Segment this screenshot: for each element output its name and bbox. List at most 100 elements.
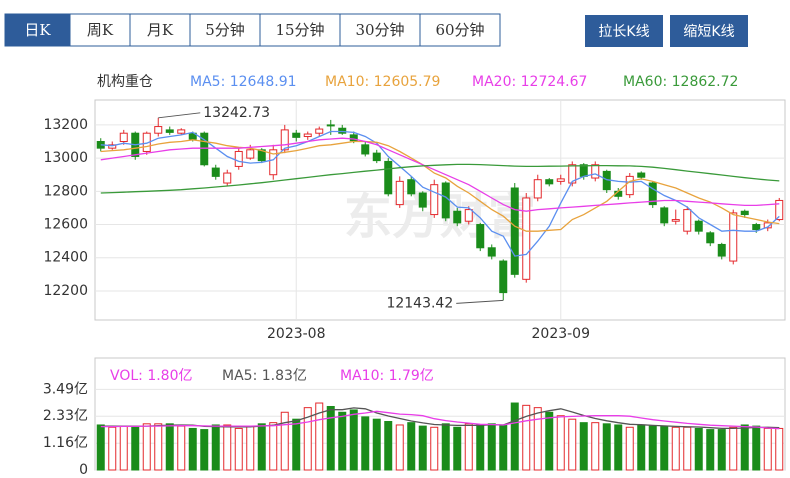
tab[interactable] xyxy=(4,13,71,47)
candle-body xyxy=(407,179,416,195)
volume-bar xyxy=(637,424,646,471)
tab-label[interactable]: 月K xyxy=(147,21,174,39)
volume-bar xyxy=(257,423,266,471)
button-label[interactable]: 拉长K线 xyxy=(598,24,649,40)
tab[interactable] xyxy=(259,13,341,47)
candle-body xyxy=(683,209,692,232)
button-label[interactable]: 缩短K线 xyxy=(683,24,734,40)
volume-bar xyxy=(660,425,669,471)
volume-bar xyxy=(418,425,427,471)
x-tick-label: 2023-09 xyxy=(532,326,591,342)
volume-bar xyxy=(568,418,577,471)
y-tick-label: 12400 xyxy=(43,250,88,266)
tab-label[interactable]: 60分钟 xyxy=(435,21,484,39)
volume-bar xyxy=(338,411,347,471)
y-tick-label: 2.33亿 xyxy=(43,408,88,424)
candle-body xyxy=(384,160,393,195)
legend-entry: MA5: 1.83亿 xyxy=(222,368,307,384)
button[interactable] xyxy=(585,15,663,47)
volume-bar xyxy=(188,427,197,471)
volume-bar xyxy=(556,415,565,471)
candle-body xyxy=(556,178,565,182)
candle-body xyxy=(533,179,542,199)
candle-body xyxy=(246,149,255,159)
volume-bar xyxy=(349,409,358,471)
legend-entry: MA20: 12724.67 xyxy=(472,74,587,90)
volume-bar xyxy=(453,426,462,471)
volume-bar xyxy=(717,429,726,471)
volume-bar xyxy=(752,425,761,471)
legend-entry: MA5: 12648.91 xyxy=(190,74,297,90)
y-tick-label: 1.16亿 xyxy=(43,435,88,451)
candle-body xyxy=(660,207,669,224)
ma-line xyxy=(100,139,780,232)
volume-bar xyxy=(775,427,784,471)
candle-body xyxy=(303,133,312,138)
volume-bar xyxy=(234,427,243,471)
volume-bar xyxy=(384,421,393,471)
volume-bar xyxy=(533,407,542,471)
tab-label[interactable]: 15分钟 xyxy=(275,21,324,39)
candle-body xyxy=(453,210,462,224)
tab-label[interactable]: 5分钟 xyxy=(205,21,245,39)
candle-body xyxy=(108,144,117,149)
tab-label[interactable]: 日K xyxy=(24,21,51,39)
candle-body xyxy=(694,220,703,232)
volume-bar xyxy=(441,423,450,471)
volume-bar xyxy=(464,423,473,471)
volume-bar xyxy=(372,418,381,471)
candle-body xyxy=(706,232,715,244)
button[interactable] xyxy=(670,15,748,47)
volume-bar xyxy=(591,422,600,471)
candle-body xyxy=(349,134,358,142)
tab[interactable] xyxy=(129,13,191,47)
candle-body xyxy=(292,132,301,138)
y-tick-label: 12600 xyxy=(43,217,88,233)
candle-body xyxy=(522,197,531,280)
y-tick-label: 12200 xyxy=(43,283,88,299)
tab-label[interactable]: 30分钟 xyxy=(355,21,404,39)
x-tick-label: 2023-08 xyxy=(267,326,326,342)
watermark: 东方财富 xyxy=(344,189,536,245)
volume-bar xyxy=(142,423,151,471)
candle-body xyxy=(154,126,163,134)
volume-bar xyxy=(706,429,715,471)
volume-bar xyxy=(211,424,220,471)
volume-bar xyxy=(407,422,416,471)
tab-label[interactable]: 周K xyxy=(87,21,114,39)
ma-line xyxy=(100,410,780,430)
volume-bar xyxy=(671,426,680,471)
candle-body xyxy=(211,167,220,177)
tab[interactable] xyxy=(339,13,421,47)
candle-body xyxy=(361,144,370,155)
volume-bar xyxy=(476,424,485,471)
volume-bar xyxy=(602,423,611,471)
candle-body xyxy=(165,129,174,133)
candle-body xyxy=(740,210,749,216)
candle-body xyxy=(188,132,197,140)
volume-bar xyxy=(740,424,749,471)
legend-entry: MA10: 1.79亿 xyxy=(340,368,434,384)
candle-body xyxy=(372,152,381,162)
y-tick-label: 0 xyxy=(79,462,88,478)
y-tick-label: 13200 xyxy=(43,117,88,133)
volume-bar xyxy=(729,426,738,471)
candle-body xyxy=(200,132,209,166)
candle-body xyxy=(223,172,232,184)
plot-frame xyxy=(94,357,786,471)
candle-body xyxy=(280,129,289,151)
candle-body xyxy=(717,243,726,257)
candle-body xyxy=(464,209,473,222)
volume-bar xyxy=(303,407,312,471)
volume-bar xyxy=(269,422,278,471)
candle-body xyxy=(545,179,554,185)
legend-entry: MA60: 12862.72 xyxy=(623,74,738,90)
candle-body xyxy=(338,127,347,134)
tab[interactable] xyxy=(69,13,131,47)
candle-body xyxy=(775,199,784,221)
volume-bar xyxy=(108,426,117,471)
tab[interactable] xyxy=(419,13,501,47)
volume-bar xyxy=(165,423,174,471)
volume-bar xyxy=(579,422,588,471)
candle-body xyxy=(568,164,577,184)
